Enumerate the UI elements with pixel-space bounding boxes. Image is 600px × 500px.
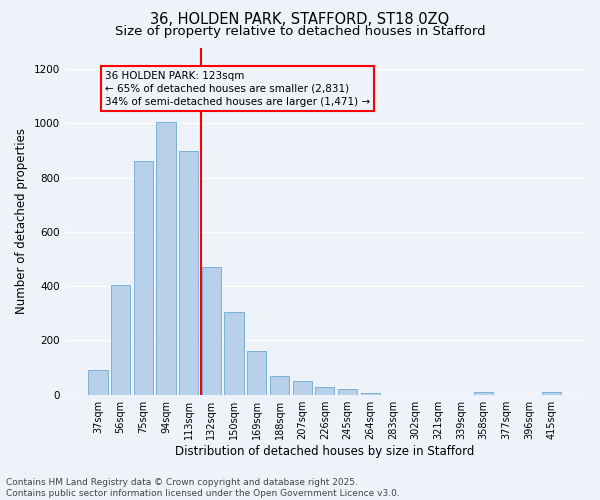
Bar <box>474 392 493 394</box>
X-axis label: Distribution of detached houses by size in Stafford: Distribution of detached houses by size … <box>175 444 475 458</box>
Bar <box>338 390 357 394</box>
Y-axis label: Number of detached properties: Number of detached properties <box>15 128 28 314</box>
Bar <box>88 370 107 394</box>
Bar <box>202 267 221 394</box>
Bar <box>179 150 199 394</box>
Bar <box>542 392 562 394</box>
Bar <box>315 386 334 394</box>
Bar <box>224 312 244 394</box>
Text: Size of property relative to detached houses in Stafford: Size of property relative to detached ho… <box>115 25 485 38</box>
Bar <box>157 122 176 394</box>
Bar <box>270 376 289 394</box>
Bar <box>293 381 312 394</box>
Bar <box>247 352 266 395</box>
Bar <box>111 285 130 395</box>
Bar <box>134 162 153 394</box>
Text: 36 HOLDEN PARK: 123sqm
← 65% of detached houses are smaller (2,831)
34% of semi-: 36 HOLDEN PARK: 123sqm ← 65% of detached… <box>105 70 370 107</box>
Text: 36, HOLDEN PARK, STAFFORD, ST18 0ZQ: 36, HOLDEN PARK, STAFFORD, ST18 0ZQ <box>151 12 449 28</box>
Text: Contains HM Land Registry data © Crown copyright and database right 2025.
Contai: Contains HM Land Registry data © Crown c… <box>6 478 400 498</box>
